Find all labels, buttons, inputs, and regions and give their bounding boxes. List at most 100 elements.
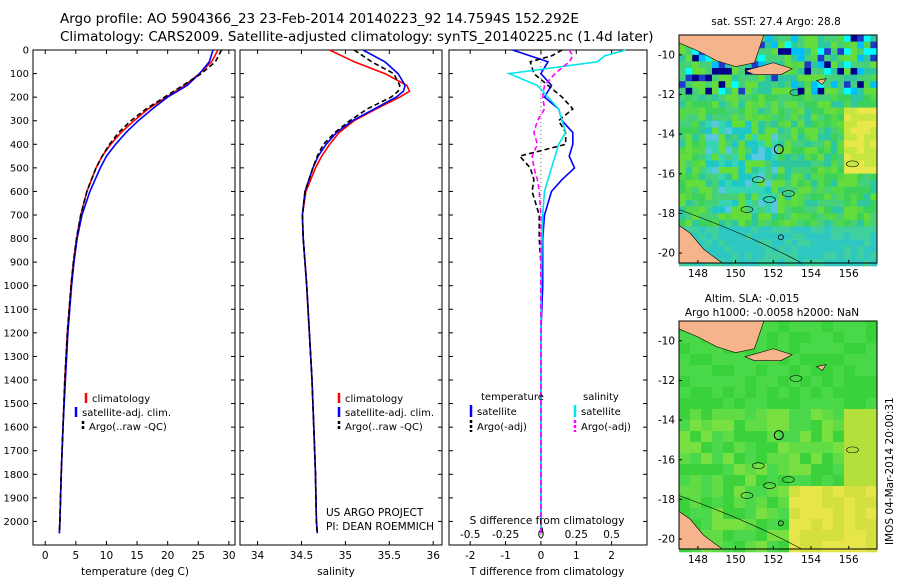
x-tick-label: 30 (222, 550, 235, 562)
map-cell (784, 173, 792, 181)
map-cell (822, 343, 834, 355)
map-cell (712, 173, 719, 181)
reef (782, 190, 795, 197)
map-cell (758, 74, 766, 82)
map-cell (822, 354, 834, 366)
map-cell (698, 68, 706, 75)
map-cell (811, 68, 818, 75)
map-cell (778, 153, 785, 161)
map-cell (797, 173, 805, 181)
map-cell (778, 431, 790, 443)
map-cell (767, 530, 779, 542)
map-cell (811, 239, 818, 247)
map-cell (679, 409, 691, 421)
map-cell (679, 147, 686, 155)
map-cell (712, 167, 719, 174)
map-cell (857, 219, 865, 227)
map-cell (804, 213, 812, 221)
map-cell (824, 160, 832, 168)
map-cell (844, 114, 851, 122)
land-island (815, 78, 827, 85)
map-cell (698, 200, 706, 207)
map-cell (778, 101, 785, 108)
map-cell (685, 127, 693, 135)
map-cell (751, 167, 759, 174)
map-cell (731, 226, 739, 234)
map-cell (778, 193, 785, 201)
x-tick-label: 156 (839, 554, 859, 566)
map-cell (701, 343, 713, 355)
map-cell (855, 508, 867, 520)
map-cell (745, 475, 757, 487)
map-cell (698, 127, 706, 135)
map-cell (685, 48, 693, 56)
map-cell (723, 354, 735, 366)
map-cell (771, 140, 779, 148)
map-cell (771, 180, 779, 188)
map-cell (712, 101, 719, 108)
map-cell (725, 87, 733, 95)
map-cell (830, 74, 838, 82)
map-cell (731, 94, 739, 102)
map-cell (817, 81, 825, 89)
y-tick-label: 600 (10, 187, 29, 198)
map-cell (797, 200, 805, 207)
map-cell (837, 147, 845, 155)
map-cell (731, 120, 739, 128)
map-cell (822, 420, 834, 432)
map-cell (784, 120, 792, 128)
map-cell (784, 54, 792, 62)
map-cell (778, 127, 785, 135)
map-cell (690, 431, 702, 443)
map-cell (855, 442, 867, 454)
map-cell (833, 442, 845, 454)
map-cell (866, 530, 878, 542)
map-cell (712, 343, 724, 355)
map-cell (725, 206, 733, 214)
map-cell (778, 497, 790, 509)
map-cell (837, 140, 845, 148)
map-cell (751, 180, 759, 188)
y-tick-label: -12 (658, 89, 675, 101)
map-cell (784, 41, 792, 49)
map-cell (756, 541, 768, 553)
map-cell (712, 180, 719, 188)
map-cell (685, 147, 693, 155)
map-cell (817, 147, 825, 155)
map-cell (866, 464, 878, 476)
map-cell (712, 193, 719, 201)
map-cell (789, 541, 801, 553)
x-tick-label: 152 (763, 554, 783, 566)
reef (789, 375, 803, 382)
map-cell (830, 48, 838, 56)
map-cell (822, 376, 834, 388)
map-cell (830, 206, 838, 214)
map-cell (692, 160, 700, 168)
map-cell (811, 173, 818, 181)
map-cell (857, 54, 865, 62)
map-cell (778, 442, 790, 454)
map-cell (679, 94, 686, 102)
map-cell (844, 387, 856, 399)
map-cell (690, 343, 702, 355)
map-cell (778, 87, 785, 95)
map-cell (701, 464, 713, 476)
map-cell (771, 233, 779, 240)
y-tick-label: 800 (10, 234, 29, 245)
map-cell (833, 486, 845, 498)
project-label: US ARGO PROJECT (326, 507, 424, 519)
y-tick-label: 1200 (4, 328, 29, 339)
map-cell (863, 160, 871, 168)
map-cell (844, 475, 856, 487)
map-cell (705, 186, 713, 194)
x-tick-label: -2 (465, 550, 475, 562)
map-cell (855, 365, 867, 377)
map-cell (758, 206, 766, 214)
map-cell (844, 239, 851, 247)
map-cell (698, 180, 706, 188)
map-cell (804, 180, 812, 188)
map-cell (791, 61, 799, 69)
reef (789, 89, 803, 96)
map-cell (725, 200, 733, 207)
map-cell (804, 193, 812, 201)
